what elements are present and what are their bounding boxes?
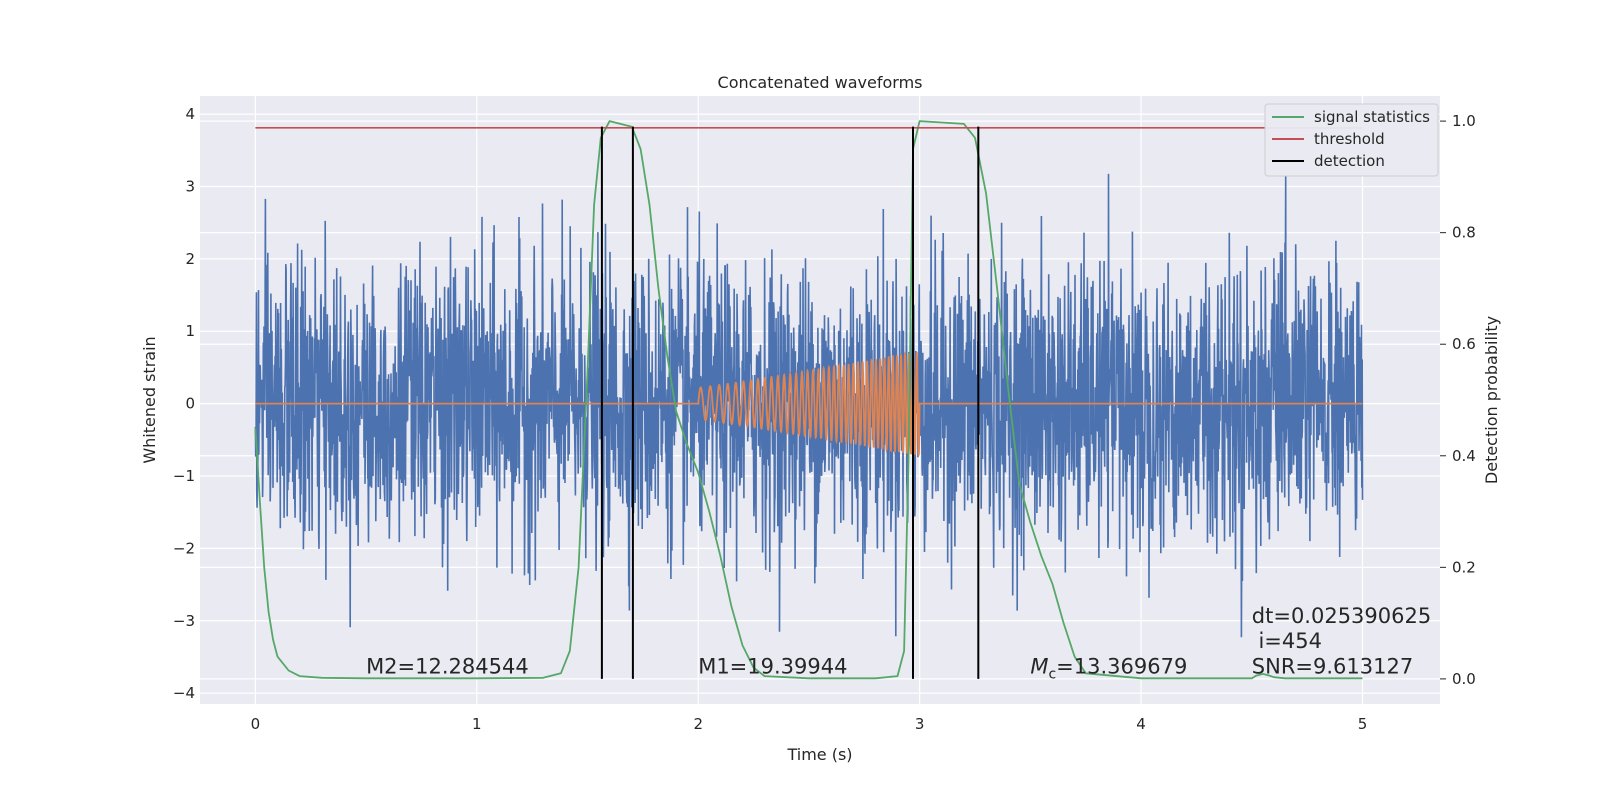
annotation-snr: SNR=9.613127 <box>1252 654 1413 678</box>
legend-label-signal-statistics: signal statistics <box>1314 108 1430 126</box>
detection-series <box>600 126 980 679</box>
chart-title: Concatenated waveforms <box>718 73 923 92</box>
y-tick-label: 1 <box>185 322 195 340</box>
x-tick-label: 1 <box>472 715 482 733</box>
y-axis-label: Whitened strain <box>140 336 159 463</box>
legend-label-threshold: threshold <box>1314 130 1385 148</box>
annotation-i: i=454 <box>1252 629 1322 653</box>
annotation-dt: dt=0.025390625 <box>1252 604 1431 628</box>
y-tick-label: 2 <box>185 250 195 268</box>
signal-statistics-line <box>254 120 1363 680</box>
x-tick-label: 4 <box>1136 715 1146 733</box>
x-tick-label: 0 <box>251 715 261 733</box>
annotation-mc-subscript: c <box>1048 666 1056 682</box>
annotation-mc-symbol: M <box>1030 654 1048 678</box>
template-line <box>255 351 1363 456</box>
annotation-m2: M2=12.284544 <box>366 654 529 678</box>
y2-tick-label: 0.4 <box>1452 447 1476 465</box>
y-tick-label: −1 <box>173 467 195 485</box>
y-tick-label: −3 <box>173 612 195 630</box>
axis-ticks: 0 1 2 3 4 5 −4 −3 −2 −1 0 1 2 3 4 0.0 0.2 0.4 0.6 0.8 1.0 <box>173 105 1476 733</box>
y-tick-label: −4 <box>173 684 195 702</box>
legend: signal statistics threshold detection <box>1264 103 1439 177</box>
legend-box <box>1264 103 1439 177</box>
template-series <box>255 351 1363 456</box>
y-tick-label: 0 <box>185 395 195 413</box>
annotation-mc-value: =13.369679 <box>1056 654 1187 678</box>
y2-tick-label: 0.6 <box>1452 335 1476 353</box>
annotation-mc: Mc=13.369679 <box>1030 654 1187 682</box>
y2-tick-label: 0.8 <box>1452 224 1476 242</box>
y2-tick-label: 1.0 <box>1452 112 1476 130</box>
annotations: M2=12.284544 M1=19.39944 Mc=13.369679 dt… <box>366 604 1431 682</box>
x-tick-label: 3 <box>915 715 925 733</box>
y-tick-label: 4 <box>185 105 195 123</box>
legend-label-detection: detection <box>1314 152 1385 170</box>
annotation-m1: M1=19.39944 <box>698 654 847 678</box>
y-tick-label: −2 <box>173 539 195 557</box>
y2-axis-label: Detection probability <box>1482 316 1501 484</box>
y-tick-label: 3 <box>185 177 195 195</box>
signal-statistics-series <box>254 120 1363 680</box>
x-axis-label: Time (s) <box>786 745 852 764</box>
y2-tick-label: 0.0 <box>1452 670 1476 688</box>
x-tick-label: 2 <box>693 715 703 733</box>
x-tick-label: 5 <box>1358 715 1368 733</box>
y2-tick-label: 0.2 <box>1452 558 1476 576</box>
